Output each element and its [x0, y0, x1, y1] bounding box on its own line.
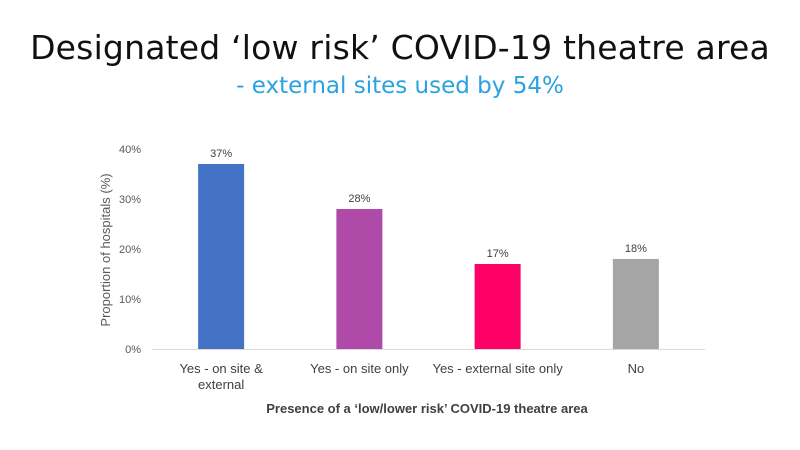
x-tick-label: Yes - external site only — [432, 361, 563, 376]
bar — [474, 264, 521, 349]
chart-subtitle: - external sites used by 54% — [236, 73, 564, 99]
y-axis: 0% 10% 20% 30% 40% — [119, 144, 141, 356]
bar — [612, 259, 659, 349]
data-label: 28% — [348, 193, 370, 205]
y-tick-label: 30% — [119, 194, 141, 206]
y-tick-label: 10% — [119, 294, 141, 306]
y-tick-label: 20% — [119, 244, 141, 256]
x-tick-label: No — [628, 361, 645, 376]
data-label: 18% — [625, 243, 647, 255]
bars — [198, 164, 659, 349]
data-label: 37% — [210, 148, 232, 160]
x-tick-label: Yes - on site only — [310, 361, 409, 376]
x-axis-title: Presence of a ‘low/lower risk’ COVID-19 … — [266, 401, 588, 416]
bar — [198, 164, 245, 349]
bar — [336, 209, 383, 349]
y-tick-label: 0% — [125, 344, 141, 356]
chart-title: Designated ‘low risk’ COVID-19 theatre a… — [30, 28, 770, 67]
y-tick-label: 40% — [119, 144, 141, 156]
data-label: 17% — [487, 248, 509, 260]
y-axis-title: Proportion of hospitals (%) — [98, 173, 113, 326]
x-axis: Yes - on site & external Yes - on site onl… — [152, 349, 705, 392]
x-tick-label: Yes - on site & external — [179, 361, 263, 392]
data-labels: 37% 28% 17% 18% — [210, 148, 647, 260]
